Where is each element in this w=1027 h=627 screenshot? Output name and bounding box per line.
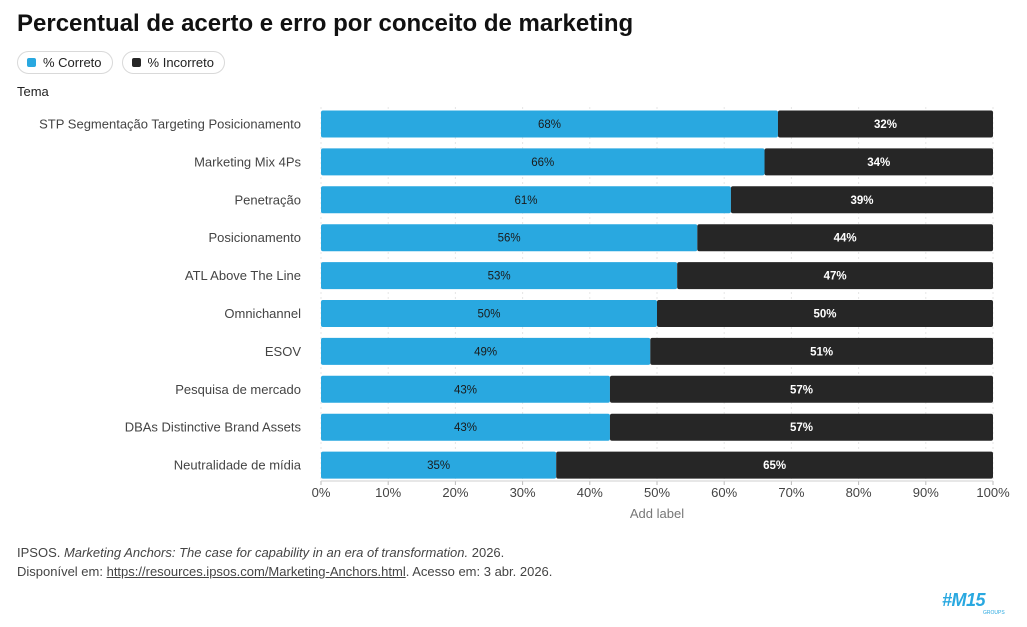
x-tick-label: 50%: [644, 485, 670, 500]
x-tick-label: 100%: [976, 485, 1010, 500]
bar-correct: [321, 375, 610, 403]
brand-logo: #M15: [942, 590, 986, 610]
source-line-2: Disponível em: https://resources.ipsos.c…: [17, 562, 552, 581]
legend-swatch-incorrect: [131, 58, 141, 67]
bar-incorrect: [677, 262, 993, 290]
data-label-correct: 56%: [498, 233, 521, 245]
bar-correct: [321, 262, 678, 290]
legend-label-correct: % Correto: [43, 55, 102, 70]
bar-correct: [321, 186, 731, 214]
bar-incorrect: [657, 300, 993, 327]
data-label-correct: 68%: [538, 119, 561, 131]
data-label-incorrect: 50%: [813, 309, 836, 321]
category-label: ESOV: [265, 344, 301, 359]
source-citation: IPSOS. Marketing Anchors: The case for c…: [17, 543, 552, 581]
source-prefix: IPSOS.: [17, 545, 64, 560]
data-label-correct: 66%: [531, 157, 554, 169]
data-label-incorrect: 57%: [790, 422, 813, 434]
chart-title: Percentual de acerto e erro por conceito…: [17, 10, 634, 37]
data-label-incorrect: 32%: [874, 119, 897, 131]
bar-correct: [321, 110, 778, 138]
category-label: Marketing Mix 4Ps: [194, 154, 301, 169]
data-label-correct: 61%: [514, 195, 537, 207]
bar-incorrect: [777, 110, 993, 138]
bar-correct: [321, 451, 557, 479]
data-label-correct: 43%: [454, 422, 477, 434]
bar-chart: 0% 10% 20% 30% 40% 50% 60% 70% 80% 90% 100% Add lab…: [39, 107, 1010, 521]
legend-label-incorrect: % Incorreto: [147, 55, 215, 70]
x-tick-label: 80%: [846, 485, 872, 500]
category-label: STP Segmentação Targeting Posicionamento: [39, 117, 301, 132]
x-tick-label: 30%: [510, 485, 536, 500]
x-tick-label: 90%: [913, 485, 939, 500]
data-label-correct: 43%: [454, 384, 477, 396]
bar-incorrect: [650, 337, 993, 365]
legend: % Correto % Incorreto: [17, 51, 226, 74]
source-title: Marketing Anchors: The case for capabili…: [63, 545, 469, 560]
legend-item-correct[interactable]: % Correto: [17, 51, 113, 74]
source-link[interactable]: https://resources.ipsos.com/Marketing-An…: [106, 564, 406, 579]
data-label-correct: 49%: [474, 346, 497, 358]
category-label: Omnichannel: [224, 306, 301, 321]
source-access-date: . Acesso em: 3 abr. 2026.: [405, 564, 553, 579]
legend-swatch-correct: [27, 58, 36, 67]
y-axis-title: Tema: [17, 84, 49, 99]
category-label: Pesquisa de mercado: [175, 382, 301, 397]
data-label-correct: 50%: [477, 309, 500, 321]
bar-correct: [321, 337, 651, 365]
data-label-incorrect: 65%: [763, 460, 786, 472]
bar-incorrect: [609, 375, 993, 403]
data-label-incorrect: 51%: [810, 346, 833, 358]
bar-correct: [321, 148, 765, 176]
source-year: 2026.: [468, 545, 505, 560]
bar-incorrect: [764, 148, 993, 176]
category-label: Neutralidade de mídia: [174, 458, 302, 473]
x-tick-label: 10%: [375, 485, 401, 500]
data-label-correct: 53%: [488, 271, 511, 283]
x-tick-label: 40%: [577, 485, 603, 500]
bar-incorrect: [697, 224, 993, 252]
category-label: ATL Above The Line: [185, 268, 301, 283]
source-line-1: IPSOS. Marketing Anchors: The case for c…: [17, 543, 552, 562]
bar-correct: [321, 224, 698, 252]
bar-correct: [321, 413, 610, 441]
data-label-correct: 35%: [427, 460, 450, 472]
bar-incorrect: [556, 451, 993, 479]
x-tick-label: 0%: [312, 485, 331, 500]
x-tick-label: 60%: [711, 485, 737, 500]
brand-logo-sub: GROUPS: [983, 610, 1005, 616]
source-available: Disponível em:: [17, 564, 107, 579]
x-tick-label: 70%: [778, 485, 804, 500]
category-label: DBAs Distinctive Brand Assets: [125, 420, 302, 435]
legend-item-incorrect[interactable]: % Incorreto: [121, 51, 226, 74]
data-label-incorrect: 57%: [790, 384, 813, 396]
data-label-incorrect: 34%: [867, 157, 890, 169]
category-label: Posicionamento: [209, 230, 302, 245]
x-axis-label: Add label: [630, 506, 684, 521]
bar-incorrect: [730, 186, 993, 214]
data-label-incorrect: 44%: [834, 233, 857, 245]
x-tick-label: 20%: [442, 485, 468, 500]
data-label-incorrect: 39%: [850, 195, 873, 207]
category-label: Penetração: [235, 192, 302, 207]
bar-correct: [321, 300, 657, 327]
data-label-incorrect: 47%: [824, 271, 847, 283]
bar-incorrect: [609, 413, 993, 441]
